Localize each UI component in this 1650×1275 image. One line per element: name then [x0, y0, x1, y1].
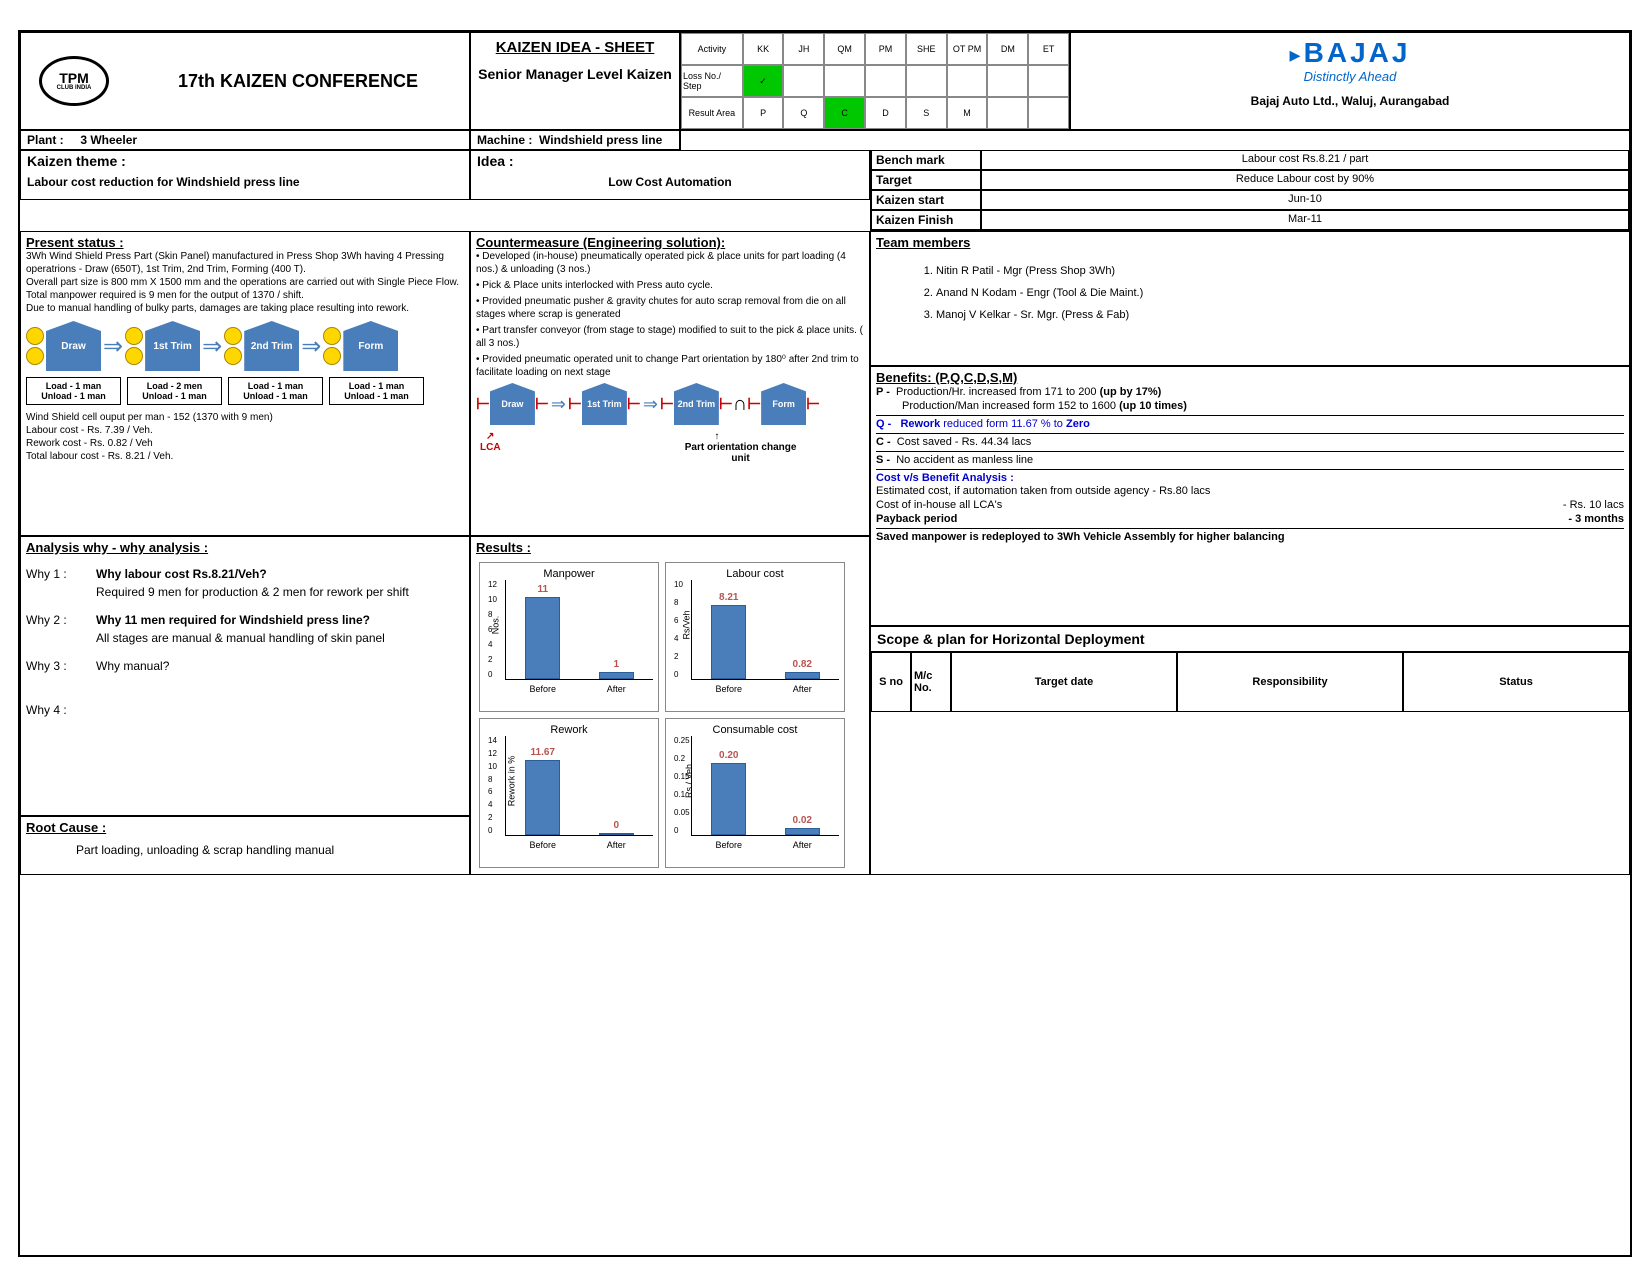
target-value: Mar-11 [981, 210, 1629, 230]
deploy-header: S no [871, 652, 911, 712]
sheet-title-block: KAIZEN IDEA - SHEET Senior Manager Level… [470, 32, 680, 130]
flow-stage: Form [343, 321, 398, 371]
grid-cell [987, 65, 1028, 97]
chart: ReworkRework in %0246810121411.67Before0… [479, 718, 659, 868]
present-body: 3Wh Wind Shield Press Part (Skin Panel) … [26, 250, 464, 315]
grid-cell: ✓ [743, 65, 784, 97]
root-cause: Root Cause : Part loading, unloading & s… [20, 816, 470, 875]
target-value: Reduce Labour cost by 90% [981, 170, 1629, 190]
bajaj-logo: BAJAJ [1304, 37, 1411, 68]
grid-cell [1028, 65, 1069, 97]
grid-cell [1028, 97, 1069, 129]
team-member: Manoj V Kelkar - Sr. Mgr. (Press & Fab) [936, 304, 1624, 326]
flow-stage: 1st Trim [145, 321, 200, 371]
results: Results : ManpowerNos.02468101211Before1… [470, 536, 870, 875]
grid-cell: KK [743, 33, 784, 65]
plant-cell: Plant : 3 Wheeler [20, 130, 470, 150]
grid-cell [865, 65, 906, 97]
grid-cell [906, 65, 947, 97]
header-left: TPMCLUB INDIA 17th KAIZEN CONFERENCE [20, 32, 470, 130]
countermeasure: Countermeasure (Engineering solution): •… [470, 231, 870, 536]
grid-cell: SHE [906, 33, 947, 65]
benefits: Benefits: (P,Q,C,D,S,M) P - Production/H… [870, 366, 1630, 626]
load-box: Load - 1 manUnload - 1 man [329, 377, 424, 405]
bajaj-address: Bajaj Auto Ltd., Waluj, Aurangabad [1075, 94, 1625, 108]
idea-value: Low Cost Automation [477, 175, 863, 189]
grid-cell: ET [1028, 33, 1069, 65]
idea-cell: Idea : Low Cost Automation [470, 150, 870, 200]
flow-stage: Draw [46, 321, 101, 371]
grid-cell: DM [987, 33, 1028, 65]
grid-cell: Q [783, 97, 824, 129]
grid-cell: S [906, 97, 947, 129]
bajaj-tagline: Distinctly Ahead [1075, 69, 1625, 84]
why-analysis: Analysis why - why analysis : Why 1 :Why… [20, 536, 470, 816]
sheet-title: KAIZEN IDEA - SHEET [477, 39, 673, 56]
target-value: Jun-10 [981, 190, 1629, 210]
load-box: Load - 1 manUnload - 1 man [26, 377, 121, 405]
grid-cell: C [824, 97, 865, 129]
present-flow-diagram: Draw⇒1st Trim⇒2nd Trim⇒Form [26, 321, 464, 371]
grid-cell [824, 65, 865, 97]
deploy-table: S noM/c No.Target dateResponsibilityStat… [871, 652, 1629, 712]
tpm-logo: TPMCLUB INDIA [29, 46, 119, 116]
machine-cell: Machine : Windshield press line [470, 130, 680, 150]
theme-value: Labour cost reduction for Windshield pre… [27, 175, 463, 189]
grid-cell: QM [824, 33, 865, 65]
orientation-label: Part orientation change unit [681, 442, 801, 464]
target-label: Kaizen start [871, 190, 981, 210]
plant-value: 3 Wheeler [80, 133, 137, 147]
grid-cell [783, 65, 824, 97]
tpm-text: TPM [59, 71, 89, 85]
present-status: Present status : 3Wh Wind Shield Press P… [20, 231, 470, 536]
flow-stage: 2nd Trim [244, 321, 299, 371]
lca-label: LCA [480, 442, 501, 464]
target-label: Target [871, 170, 981, 190]
grid-cell [947, 65, 988, 97]
deploy-header: Status [1403, 652, 1629, 712]
grid-cell: JH [783, 33, 824, 65]
level: Senior Manager Level Kaizen [477, 66, 673, 82]
deploy-header: M/c No. [911, 652, 951, 712]
team-member: Nitin R Patil - Mgr (Press Shop 3Wh) [936, 260, 1624, 282]
activity-grid: ActivityKKJHQMPMSHEOT PMDMET Loss No./ S… [680, 32, 1070, 130]
flow-stage: Form [761, 383, 806, 425]
conference-title: 17th KAIZEN CONFERENCE [127, 71, 469, 92]
target-label: Bench mark [871, 150, 981, 170]
scope: Scope & plan for Horizontal Deployment S… [870, 626, 1630, 875]
load-boxes: Load - 1 manUnload - 1 manLoad - 2 menUn… [26, 377, 464, 405]
company-block: ▸ BAJAJ Distinctly Ahead Bajaj Auto Ltd.… [1070, 32, 1630, 130]
team-members: Team members Nitin R Patil - Mgr (Press … [870, 231, 1630, 366]
charts-container: ManpowerNos.02468101211Before1AfterLabou… [476, 559, 864, 871]
team-member: Anand N Kodam - Engr (Tool & Die Maint.) [936, 282, 1624, 304]
deploy-header: Responsibility [1177, 652, 1403, 712]
flow-stage: Draw [490, 383, 535, 425]
grid-cell: PM [865, 33, 906, 65]
counter-flow-diagram: ⊢Draw⊢⇒⊢1st Trim⊢⇒⊢2nd Trim⊢∩⊢Form⊢ [476, 383, 864, 425]
grid-cell: M [947, 97, 988, 129]
chart: Labour costRs/Veh02468108.21Before0.82Af… [665, 562, 845, 712]
machine-value: Windshield press line [539, 133, 662, 147]
deploy-header: Target date [951, 652, 1177, 712]
load-box: Load - 2 menUnload - 1 man [127, 377, 222, 405]
chart: ManpowerNos.02468101211Before1After [479, 562, 659, 712]
target-value: Labour cost Rs.8.21 / part [981, 150, 1629, 170]
theme-cell: Kaizen theme : Labour cost reduction for… [20, 150, 470, 200]
grid-cell: D [865, 97, 906, 129]
grid-cell: P [743, 97, 784, 129]
grid-cell [987, 97, 1028, 129]
flow-stage: 1st Trim [582, 383, 627, 425]
load-box: Load - 1 manUnload - 1 man [228, 377, 323, 405]
grid-cell: OT PM [947, 33, 988, 65]
chart: Consumable costRs / Veh00.050.10.150.20.… [665, 718, 845, 868]
target-label: Kaizen Finish [871, 210, 981, 230]
flow-stage: 2nd Trim [674, 383, 719, 425]
